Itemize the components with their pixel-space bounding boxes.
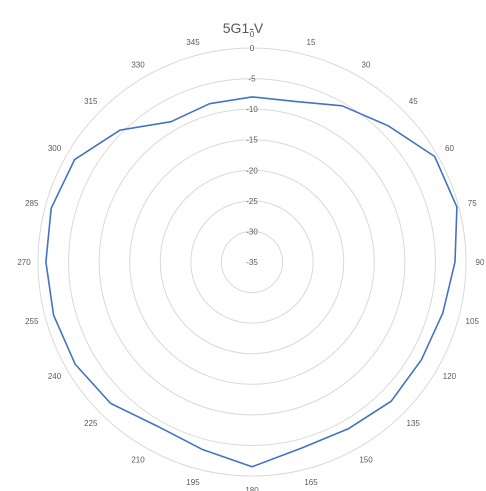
grid-ring [37, 47, 467, 477]
radial-tick-label: -30 [246, 227, 258, 236]
angle-tick-label: 90 [476, 258, 485, 267]
series-line [45, 96, 458, 468]
angle-tick-label: 255 [25, 317, 39, 326]
angle-tick-label: 60 [445, 144, 454, 153]
angle-tick-label: 75 [468, 199, 477, 208]
angle-tick-label: 120 [443, 372, 457, 381]
chart-title: 5G1-V [223, 20, 264, 36]
angle-tick-label: 45 [409, 97, 418, 106]
radial-tick-label: -25 [246, 197, 258, 206]
angle-tick-label: 15 [307, 38, 316, 47]
angle-tick-label: 165 [304, 478, 318, 487]
angle-tick-label: 180 [245, 486, 259, 491]
angle-tick-label: 240 [48, 372, 62, 381]
radial-tick-label: -5 [248, 75, 256, 84]
angle-tick-label: 105 [466, 317, 480, 326]
angle-tick-label: 195 [186, 478, 200, 487]
radial-tick-labels: 0 -5 -10 -15 -20 -25 -30 -35 [246, 44, 258, 267]
grid-ring [159, 169, 345, 355]
angle-tick-label: 135 [407, 419, 421, 428]
radial-tick-label: 0 [250, 44, 255, 53]
grid-ring [68, 78, 436, 446]
radial-tick-label: -35 [246, 258, 258, 267]
angle-tick-label: 285 [25, 199, 39, 208]
grid-rings [37, 47, 467, 477]
series-layer [45, 96, 458, 468]
angle-tick-label: 300 [48, 144, 62, 153]
radial-tick-label: -10 [246, 105, 258, 114]
angle-tick-label: 30 [362, 61, 371, 70]
angle-tick-label: 210 [131, 455, 145, 464]
grid-ring [129, 139, 375, 385]
grid-ring [98, 108, 406, 416]
angle-tick-label: 0 [250, 30, 255, 39]
angle-tick-label: 270 [17, 258, 31, 267]
angle-tick-label: 150 [359, 455, 373, 464]
angle-tick-label: 345 [186, 38, 200, 47]
grid-ring [190, 200, 314, 324]
grid-ring [220, 230, 284, 294]
angle-tick-label: 225 [84, 419, 98, 428]
angle-tick-label: 330 [131, 61, 145, 70]
angle-tick-labels: 0 15 30 45 60 75 90 105 120 135 150 165 180 195 210 225… [17, 30, 485, 491]
angle-tick-label: 315 [84, 97, 98, 106]
radial-tick-label: -20 [246, 166, 258, 175]
radial-tick-label: -15 [246, 136, 258, 145]
